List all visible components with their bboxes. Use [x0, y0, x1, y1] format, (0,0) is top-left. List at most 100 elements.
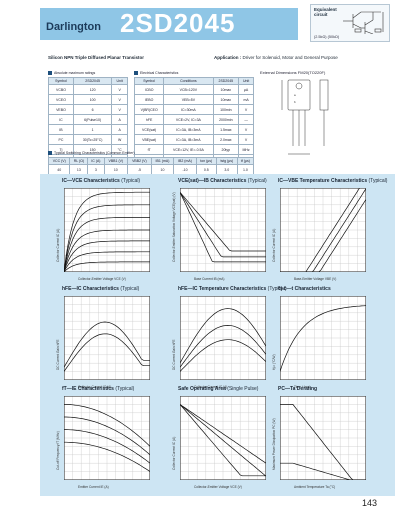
electrical-cell: V(BR)CEO	[133, 104, 165, 115]
electrical-row: VCE(sat) IC=3A, IB=3mA 1.5max V	[133, 124, 254, 135]
x-axis-label: Base-Emitter Voltage VBE (V)	[294, 277, 337, 281]
chart-curve	[64, 240, 150, 272]
electrical-table: Symbol Conditions 2SD2045 Unit ICBO VCB=120V…	[133, 77, 254, 165]
y-axis-label: Cut-off Frequency fT (MHz)	[56, 431, 60, 470]
electrical-cell: V	[238, 124, 254, 135]
chart-title-text: hFE—IC Temperature Characteristics	[178, 286, 267, 292]
abs-max-cell: 6	[72, 104, 113, 115]
header-band: Darlington 2SD2045 Equivalent circuit (2…	[40, 4, 395, 42]
outline-title: External Dimensions FM20(TO220F)	[260, 70, 326, 75]
chart-title: hFE—IC Temperature Characteristics (Typi…	[178, 286, 287, 292]
electrical-header-cell: Conditions	[163, 77, 214, 85]
x-axis-label: Base Current IB (mA)	[194, 277, 225, 281]
chart-title: hFE—IC Characteristics (Typical)	[62, 286, 139, 292]
chart-title: fT—IE Characteristics (Typical)	[62, 386, 134, 392]
electrical-cell: MHz	[238, 144, 254, 155]
chart-curve	[64, 261, 150, 272]
application-line: Application : Driver for Solenoid, Motor…	[214, 55, 338, 60]
x-axis-label: Collector Current IC (A)	[194, 385, 228, 389]
chart-curve	[180, 192, 266, 258]
abs-max-cell: A	[111, 124, 128, 135]
svg-text:a: a	[294, 93, 296, 97]
chart-curve	[64, 191, 150, 272]
equivalent-circuit-box: Equivalent circuit (2.5kΩ) (50kΩ)	[310, 4, 390, 42]
electrical-cell: 10max	[212, 94, 240, 105]
chart-curve	[64, 251, 150, 272]
chart-plot	[64, 396, 150, 480]
electrical-cell: VCB=120V	[163, 84, 214, 95]
chart-note: (Typical)	[367, 178, 388, 184]
switching-header-cell: IB1 (mA)	[150, 157, 175, 165]
abs-max-row: VEBO 6 V	[48, 104, 128, 115]
page-number: 143	[362, 498, 378, 508]
chart-plot	[64, 296, 150, 380]
bullet-icon	[134, 71, 138, 76]
chart-title-text: IC—VCE Characteristics	[62, 178, 120, 184]
chart-note: (Single Pulse)	[225, 386, 259, 392]
chart-title: Safe Operating Area (Single Pulse)	[178, 386, 258, 392]
electrical-cell: VEB=5V	[163, 94, 214, 105]
abs-max-cell: V	[111, 104, 128, 115]
switching-cell: 1.0	[236, 164, 255, 175]
chart-curve	[64, 441, 150, 472]
chart-note: (Typical)	[266, 286, 287, 292]
chart-plot	[180, 396, 266, 480]
electrical-cell: V	[238, 104, 254, 115]
switching-cell: 3	[87, 164, 105, 175]
chart-plot	[280, 396, 366, 480]
y-axis-label: Collector Current IC (A)	[56, 228, 60, 262]
switching-cell: -10	[173, 164, 197, 175]
electrical-cell: IEBO	[133, 94, 165, 105]
equivalent-circuit-caption: (2.5kΩ) (50kΩ)	[314, 35, 340, 39]
electrical-cell: fT	[133, 144, 165, 155]
switching-header-cell: ton (μs)	[195, 157, 217, 165]
equivalent-circuit-diagram	[343, 11, 384, 34]
switching-cell: 10	[150, 164, 175, 175]
abs-max-row: PC 30(Tc=25°C) W	[48, 134, 128, 145]
electrical-cell: VBE(sat)	[133, 134, 165, 145]
chart-curve	[180, 192, 266, 263]
chart-curve	[280, 404, 366, 480]
chart-plot	[280, 296, 366, 380]
switching-cell: 0.5	[195, 164, 217, 175]
chart-title-text: PC—Ta Derating	[278, 386, 318, 392]
electrical-cell: IC=3A, IB=3mA	[163, 134, 214, 145]
abs-max-cell: A	[111, 114, 128, 125]
chart-title-text: θj-c—t Characteristics	[278, 286, 331, 292]
abs-max-cell: W	[111, 134, 128, 145]
abs-max-header-cell: Unit	[111, 77, 128, 85]
chart-curve	[280, 305, 366, 372]
chart-curve	[280, 462, 366, 480]
series-label: Darlington	[46, 21, 101, 33]
equivalent-circuit-title: Equivalent circuit	[314, 7, 337, 17]
electrical-header-cell: Symbol	[133, 77, 165, 85]
switching-cell: 40	[47, 164, 71, 175]
y-axis-label: θj-c (°C/W)	[272, 354, 276, 370]
switching-cell: 3.0	[215, 164, 238, 175]
electrical-cell: 2000min	[212, 114, 240, 125]
chart-curve	[180, 308, 266, 364]
abs-max-cell: IC	[48, 114, 74, 125]
electrical-cell: 10max	[212, 84, 240, 95]
chart-curve	[180, 325, 266, 368]
plot-frame	[64, 396, 150, 480]
plot-frame	[280, 296, 366, 380]
electrical-cell: VCE=12V, IE=-0.5A	[163, 144, 214, 155]
abs-max-cell: PC	[48, 134, 74, 145]
electrical-cell: hFE	[133, 114, 165, 125]
switching-header-cell: RL (Ω)	[69, 157, 89, 165]
plot-frame	[280, 396, 366, 480]
abs-max-row: IB 1 A	[48, 124, 128, 135]
abs-max-cell: VCEO	[48, 94, 74, 105]
electrical-cell: 20typ	[212, 144, 240, 155]
switching-header-cell: VBB2 (V)	[127, 157, 152, 165]
plot-frame	[180, 296, 266, 380]
chart-plot	[180, 188, 266, 272]
electrical-cell: VCE=2V, IC=3A	[163, 114, 214, 125]
abs-max-cell: IB	[48, 124, 74, 135]
plot-frame	[180, 188, 266, 272]
chart-plot	[280, 188, 366, 272]
chart-title-text: IC—VBE Temperature Characteristics	[278, 178, 368, 184]
chart-plot	[64, 188, 150, 272]
abs-max-cell: 1	[72, 124, 113, 135]
